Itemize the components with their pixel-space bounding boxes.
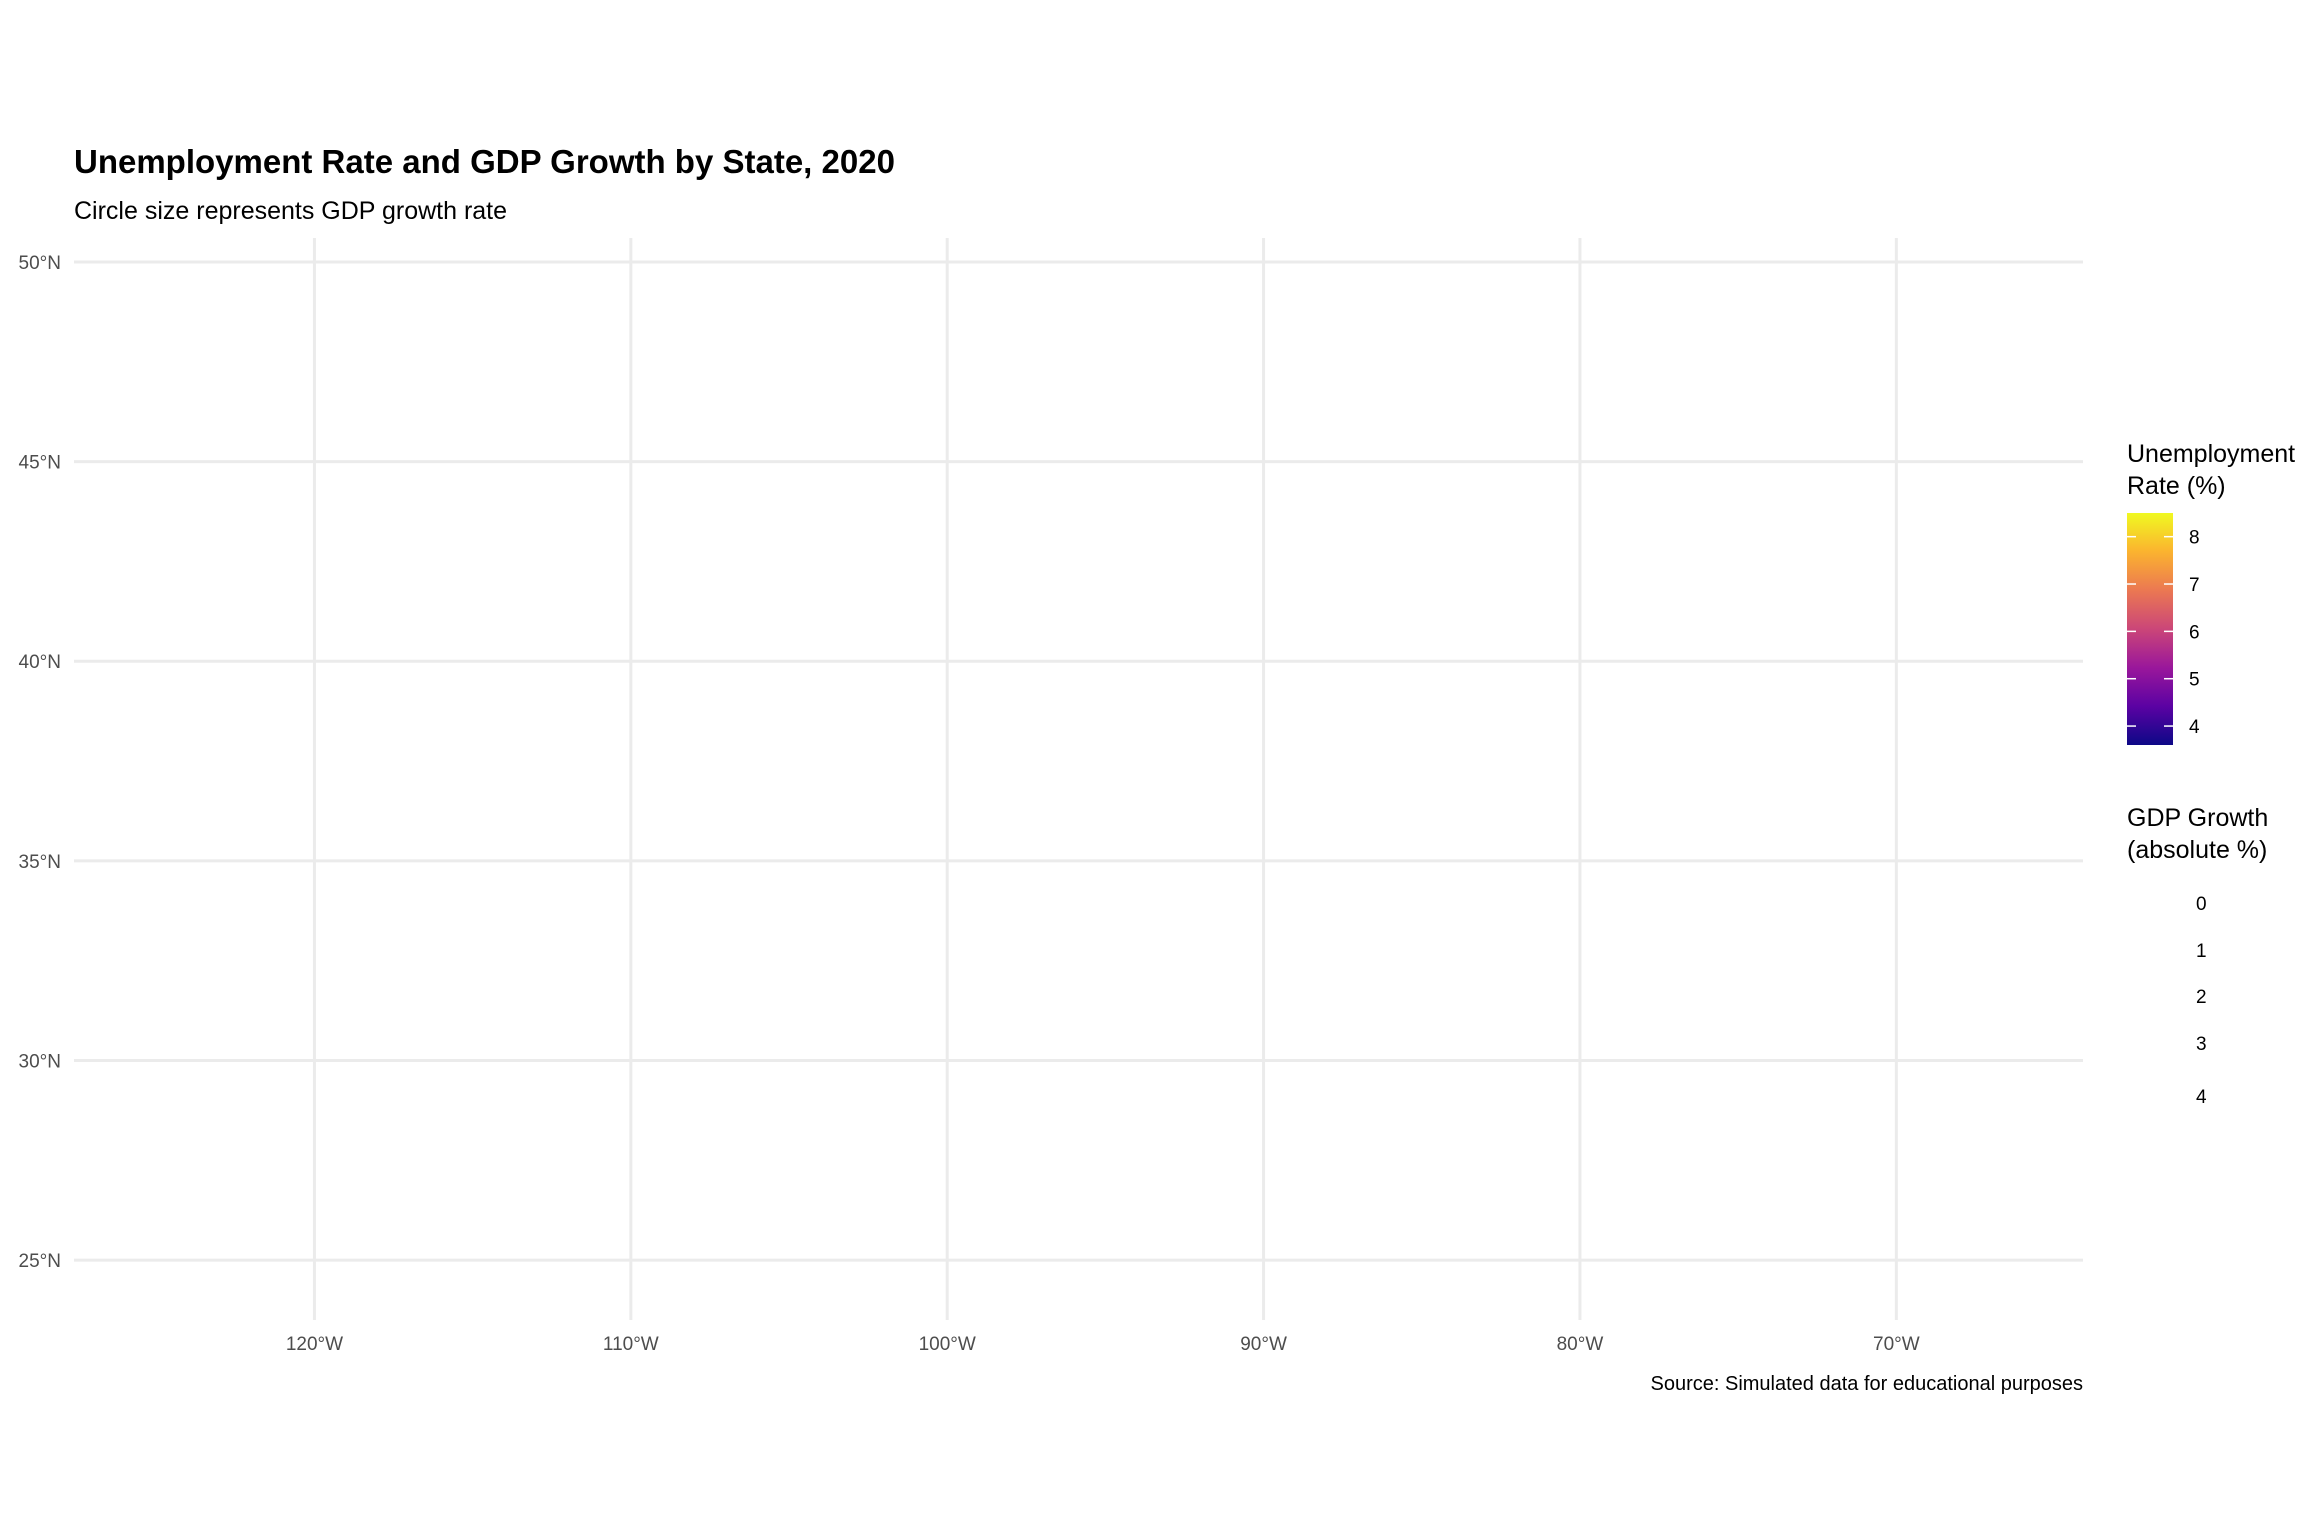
color-legend-label: 7 (2189, 575, 2200, 596)
latitude-tick-label: 45°N (19, 453, 61, 474)
longitude-tick-label: 70°W (1873, 1334, 1920, 1355)
map-panel: 50°N 45°N 40°N 35°N 30°N 25°N 120°W 110°W 100°W… (19, 238, 2083, 1355)
size-legend-label: 0 (2196, 894, 2207, 915)
color-legend-title-line: Rate (%) (2127, 472, 2226, 500)
longitude-tick-label: 100°W (919, 1334, 976, 1355)
graticule (74, 238, 2083, 1320)
longitude-tick-label: 90°W (1240, 1334, 1287, 1355)
chart-caption: Source: Simulated data for educational p… (1651, 1373, 2084, 1395)
color-legend-title: Unemployment Rate (%) (2127, 440, 2302, 500)
color-bar-ticks: 8 7 6 5 4 (2127, 528, 2200, 738)
latitude-tick-label: 40°N (19, 652, 61, 673)
longitude-tick-label: 110°W (603, 1334, 659, 1355)
latitude-tick-label: 30°N (19, 1051, 61, 1072)
size-legend-title: GDP Growth (absolute %) (2127, 804, 2275, 864)
color-legend-title-line: Unemployment (2127, 440, 2295, 468)
color-bar (2127, 513, 2173, 745)
chart-subtitle: Circle size represents GDP growth rate (74, 197, 507, 225)
size-legend-label: 2 (2196, 987, 2207, 1008)
latitude-tick-label: 35°N (19, 852, 61, 873)
latitude-axis: 50°N 45°N 40°N 35°N 30°N 25°N (19, 253, 61, 1272)
size-legend: GDP Growth (absolute %) 0 1 2 3 4 (2127, 804, 2275, 1108)
color-legend-label: 5 (2189, 670, 2200, 691)
color-legend-label: 8 (2189, 528, 2200, 549)
size-legend-title-line: (absolute %) (2127, 836, 2267, 864)
color-legend: Unemployment Rate (%) 8 7 6 5 4 (2127, 440, 2302, 745)
longitude-axis: 120°W 110°W 100°W 90°W 80°W 70°W (286, 1334, 1920, 1355)
color-legend-label: 6 (2189, 622, 2200, 643)
longitude-tick-label: 120°W (286, 1334, 343, 1355)
size-legend-label: 3 (2196, 1034, 2207, 1055)
longitude-tick-label: 80°W (1557, 1334, 1604, 1355)
size-legend-label: 4 (2196, 1087, 2207, 1108)
size-legend-title-line: GDP Growth (2127, 804, 2268, 832)
chart-title: Unemployment Rate and GDP Growth by Stat… (74, 143, 895, 180)
color-legend-label: 4 (2189, 717, 2200, 738)
latitude-tick-label: 25°N (19, 1251, 61, 1272)
latitude-tick-label: 50°N (19, 253, 61, 274)
size-legend-label: 1 (2196, 941, 2207, 962)
size-legend-items: 0 1 2 3 4 (2196, 894, 2207, 1108)
